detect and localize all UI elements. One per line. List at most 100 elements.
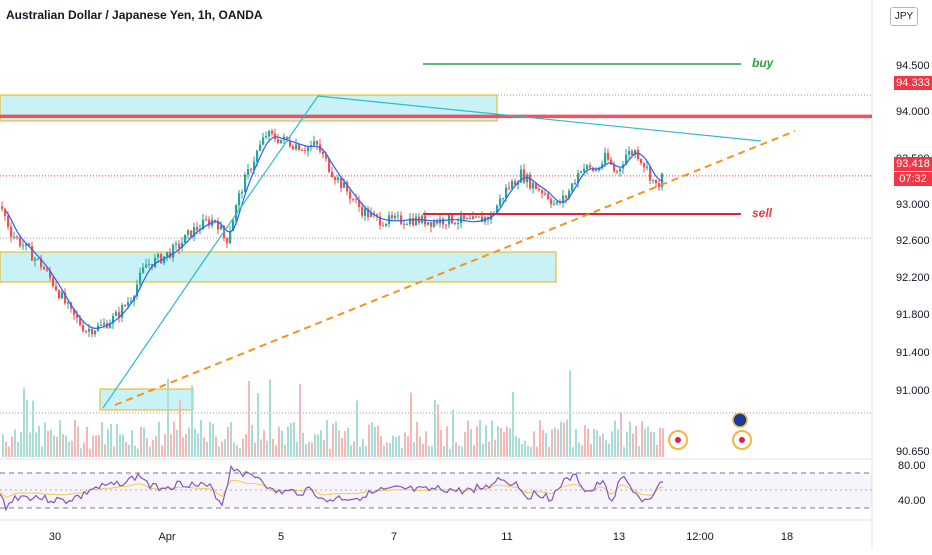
candle[interactable] — [241, 192, 244, 194]
candle[interactable] — [553, 203, 556, 205]
australia-flag-icon[interactable] — [732, 412, 748, 428]
candle[interactable] — [283, 136, 286, 140]
candle[interactable] — [304, 150, 307, 152]
candle[interactable] — [154, 257, 157, 268]
candle[interactable] — [394, 215, 397, 219]
candle[interactable] — [34, 258, 37, 261]
candle[interactable] — [301, 150, 304, 152]
candle[interactable] — [73, 308, 76, 315]
candle[interactable] — [523, 169, 526, 183]
candle[interactable] — [64, 292, 67, 304]
candle[interactable] — [628, 150, 631, 155]
candle[interactable] — [544, 193, 547, 195]
candle[interactable] — [109, 323, 112, 329]
candle[interactable] — [547, 193, 550, 200]
candle[interactable] — [28, 243, 31, 247]
candle[interactable] — [457, 222, 460, 225]
candle[interactable] — [361, 207, 364, 216]
candle[interactable] — [127, 302, 130, 306]
candle[interactable] — [277, 139, 280, 143]
candle[interactable] — [79, 317, 82, 326]
candle[interactable] — [295, 144, 298, 150]
candle[interactable] — [625, 154, 628, 165]
candle[interactable] — [634, 150, 637, 155]
candle[interactable] — [430, 222, 433, 227]
candle[interactable] — [226, 237, 229, 244]
candle[interactable] — [259, 144, 262, 151]
candle[interactable] — [187, 230, 190, 235]
candle[interactable] — [373, 212, 376, 215]
candle[interactable] — [643, 163, 646, 168]
candle[interactable] — [421, 215, 424, 223]
candle[interactable] — [325, 154, 328, 159]
candle[interactable] — [112, 315, 115, 324]
candle[interactable] — [601, 163, 604, 169]
candle[interactable] — [499, 198, 502, 206]
candle[interactable] — [31, 246, 34, 261]
candle[interactable] — [649, 166, 652, 181]
candle[interactable] — [391, 215, 394, 219]
descending-trend-line[interactable] — [317, 95, 762, 142]
candle[interactable] — [250, 169, 253, 171]
candle[interactable] — [229, 231, 232, 244]
candle[interactable] — [469, 218, 472, 220]
candle[interactable] — [136, 284, 139, 297]
candle[interactable] — [289, 140, 292, 147]
candle[interactable] — [1, 206, 4, 209]
candle[interactable] — [61, 292, 64, 299]
candle[interactable] — [355, 199, 358, 201]
candle[interactable] — [256, 150, 259, 162]
candle[interactable] — [262, 137, 265, 145]
candle[interactable] — [550, 199, 553, 205]
candle[interactable] — [637, 150, 640, 160]
candle[interactable] — [538, 188, 541, 191]
candle[interactable] — [337, 177, 340, 181]
candle[interactable] — [502, 197, 505, 199]
candle[interactable] — [388, 215, 391, 224]
candle[interactable] — [313, 141, 316, 146]
candle[interactable] — [280, 139, 283, 143]
candle[interactable] — [88, 328, 91, 332]
candle[interactable] — [427, 222, 430, 225]
candle[interactable] — [190, 230, 193, 237]
candle[interactable] — [307, 146, 310, 152]
candle[interactable] — [607, 153, 610, 160]
candle[interactable] — [163, 256, 166, 264]
candle[interactable] — [334, 177, 337, 181]
candle[interactable] — [466, 218, 469, 220]
candle[interactable] — [343, 182, 346, 188]
candle[interactable] — [178, 243, 181, 249]
candle[interactable] — [646, 166, 649, 168]
candle[interactable] — [247, 169, 250, 175]
candle[interactable] — [76, 314, 79, 318]
candle[interactable] — [385, 223, 388, 226]
candle[interactable] — [91, 328, 94, 335]
candle[interactable] — [571, 183, 574, 191]
rising-support-dashed-line[interactable] — [114, 130, 796, 406]
candle[interactable] — [235, 205, 238, 221]
moving-average-line[interactable] — [5, 136, 664, 330]
candle[interactable] — [577, 172, 580, 184]
candle[interactable] — [298, 144, 301, 151]
candle[interactable] — [505, 187, 508, 198]
candle[interactable] — [130, 301, 133, 303]
candle[interactable] — [55, 286, 58, 291]
candle[interactable] — [340, 177, 343, 188]
candle[interactable] — [52, 277, 55, 287]
rising-trend-line[interactable] — [102, 95, 319, 409]
candle[interactable] — [10, 226, 13, 237]
candle[interactable] — [556, 201, 559, 204]
candle[interactable] — [82, 325, 85, 332]
candle[interactable] — [526, 174, 529, 183]
candle[interactable] — [562, 195, 565, 204]
candle[interactable] — [271, 130, 274, 134]
candle[interactable] — [511, 181, 514, 189]
candle[interactable] — [529, 174, 532, 189]
candle[interactable] — [292, 146, 295, 150]
candle[interactable] — [322, 151, 325, 155]
candle[interactable] — [412, 218, 415, 226]
currency-badge[interactable]: JPY — [890, 7, 918, 26]
candle[interactable] — [565, 195, 568, 199]
